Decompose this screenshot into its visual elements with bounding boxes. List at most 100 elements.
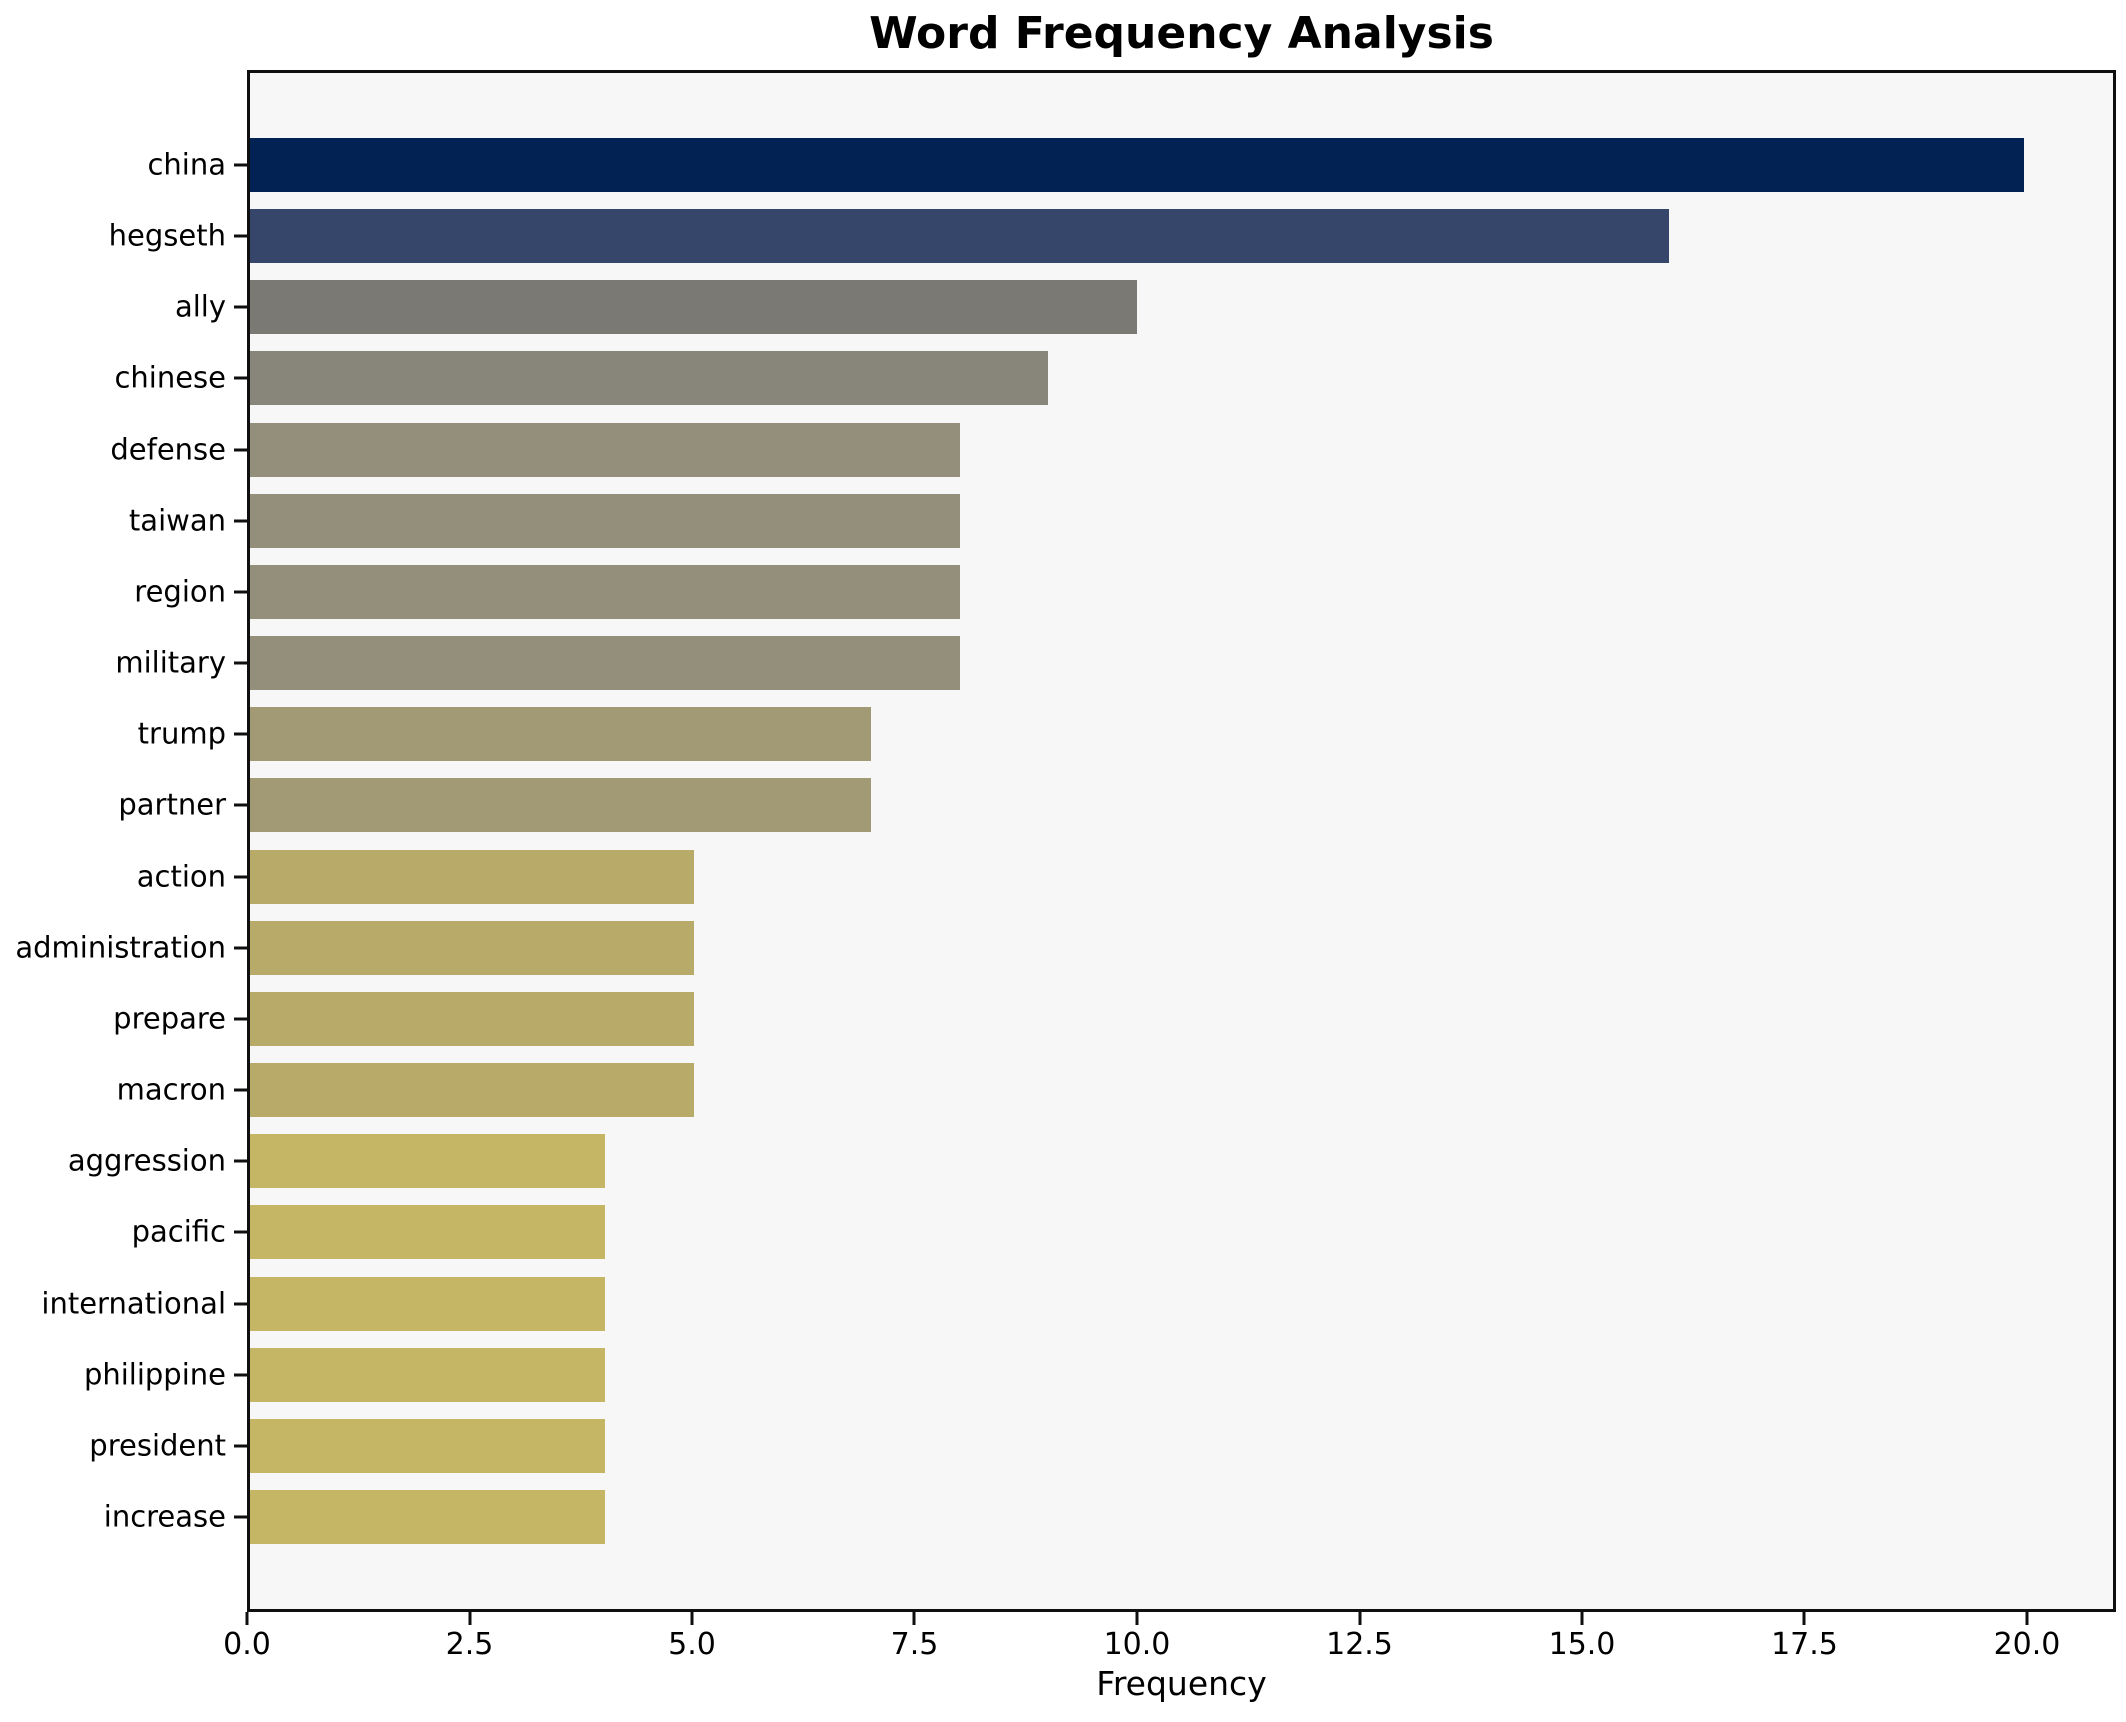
x-tick-mark [912,1612,916,1625]
frequency-bar [250,422,960,477]
x-tick-label: 10.0 [1103,1627,1171,1662]
y-tick-mark [234,1444,247,1448]
y-tick-label: defense [110,432,226,467]
frequency-bar [250,920,694,975]
frequency-bar [250,707,871,762]
x-tick-mark [245,1612,249,1625]
y-tick-mark [234,163,247,167]
frequency-bar [250,1134,605,1189]
y-tick-label: region [134,574,226,609]
x-tick-label: 15.0 [1548,1627,1616,1662]
x-tick-mark [1135,1612,1139,1625]
x-tick-label: 2.5 [445,1627,494,1662]
x-tick-mark [690,1612,694,1625]
y-tick-mark [234,234,247,238]
bar-row: macron [117,1063,2113,1118]
y-tick-label: action [136,859,226,894]
y-tick-label: chinese [114,360,226,395]
x-tick-mark [468,1612,471,1625]
x-tick-mark [1580,1612,1584,1625]
frequency-bar [250,493,960,548]
x-tick-label: 17.5 [1771,1627,1838,1662]
y-tick-mark [234,305,247,309]
bar-row: administration [15,920,2113,975]
y-tick-mark [234,519,247,523]
x-tick-label: 7.5 [890,1627,939,1662]
frequency-bar [250,351,1049,406]
y-tick-label: pacific [131,1214,226,1249]
bars-container: china hegseth ally chinese defense taiwan regi… [15,138,2113,1544]
y-tick-mark [234,1230,247,1234]
chart-title: Word Frequency Analysis [869,8,1494,59]
frequency-bar [250,778,871,833]
frequency-bar [250,1347,605,1402]
y-tick-mark [234,1515,247,1519]
y-tick-mark [234,946,247,950]
bar-row: hegseth [109,209,2113,264]
x-tick-label: 0.0 [223,1627,271,1662]
bar-row: chinese [114,351,2113,406]
frequency-bar [250,138,2025,192]
y-tick-label: military [115,645,226,680]
x-tick-mark [1802,1612,1806,1625]
y-tick-label: partner [118,787,226,822]
x-tick-mark [2025,1612,2029,1625]
y-tick-mark [234,448,247,452]
frequency-bar [250,1489,605,1544]
bar-row: region [134,564,2113,619]
bar-row: trump [138,707,2113,762]
x-tick-label: 5.0 [668,1627,716,1662]
bar-row: international [41,1276,2113,1331]
bar-row: china [147,138,2113,192]
y-tick-label: increase [103,1499,226,1534]
bar-row: aggression [68,1134,2113,1189]
y-tick-mark [234,1088,247,1092]
bar-row: ally [175,280,2113,335]
bar-row: defense [110,422,2113,477]
y-tick-mark [234,590,247,594]
y-tick-mark [234,803,247,807]
x-tick-label: 12.5 [1326,1627,1393,1662]
y-tick-label: administration [15,930,226,965]
frequency-bar [250,849,694,904]
plot-area: china hegseth ally chinese defense taiwan regi… [15,70,2116,1612]
bar-row: pacific [132,1205,2113,1260]
y-tick-mark [234,875,247,879]
x-axis: 0.0 2.5 5.0 7.5 10.0 12.5 15.0 17.5 20.0 [223,1612,2116,1722]
bar-row: prepare [113,991,2113,1046]
frequency-bar [250,564,960,619]
bar-row: military [115,636,2113,691]
bar-row: partner [118,778,2113,833]
y-tick-mark [234,1017,247,1021]
frequency-bar [250,209,1670,264]
frequency-bar [250,280,1138,335]
y-tick-label: trump [137,716,226,751]
y-tick-mark [234,1373,247,1377]
y-tick-label: hegseth [108,218,226,253]
y-tick-label: prepare [113,1001,226,1036]
y-tick-label: ally [174,289,226,324]
y-tick-mark [234,376,247,380]
bar-row: increase [104,1489,2113,1544]
y-tick-label: president [89,1428,226,1463]
y-tick-mark [234,1302,247,1305]
y-tick-label: macron [116,1072,226,1107]
frequency-bar [250,1205,605,1260]
bar-row: action [137,849,2113,904]
y-tick-label: philippine [83,1357,226,1392]
y-tick-label: international [41,1286,226,1320]
frequency-bar [250,636,960,691]
y-tick-mark [234,661,247,665]
y-tick-mark [234,732,247,736]
frequency-bar [250,1276,605,1331]
bar-row: taiwan [129,493,2113,548]
y-tick-label: china [147,147,226,182]
y-tick-label: aggression [67,1143,226,1178]
y-tick-mark [234,1159,247,1163]
y-tick-label: taiwan [128,503,226,538]
frequency-bar [250,1418,605,1473]
x-tick-label: 20.0 [1993,1627,2061,1662]
frequency-bar [250,991,694,1046]
x-axis-label: Frequency [1096,1664,1267,1703]
